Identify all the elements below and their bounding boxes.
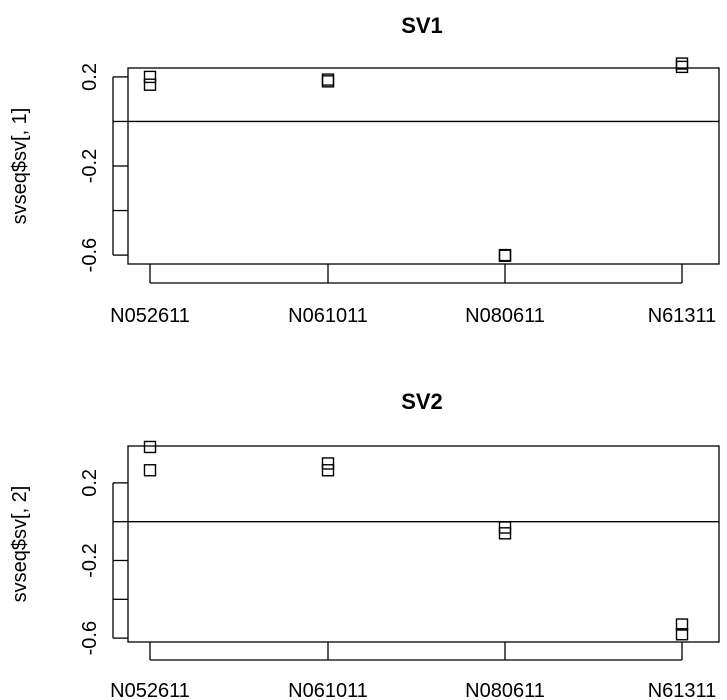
data-point bbox=[143, 70, 157, 84]
x-tick-label: N080611 bbox=[465, 305, 545, 327]
data-point bbox=[498, 249, 512, 262]
points bbox=[143, 57, 689, 262]
data-point bbox=[321, 457, 335, 470]
data-point bbox=[143, 440, 157, 454]
data-point bbox=[675, 618, 689, 631]
chart-title: SV2 bbox=[401, 389, 443, 414]
x-axis: N052611 N061011 N080611 N61311 bbox=[110, 642, 716, 700]
y-axis: -0.6 -0.2 0.2 bbox=[79, 63, 128, 272]
y-tick-label: -0.6 bbox=[79, 621, 101, 655]
y-tick-label: 0.2 bbox=[79, 469, 101, 497]
x-tick-label: N61311 bbox=[648, 305, 717, 327]
plot-frame bbox=[127, 445, 720, 643]
data-point bbox=[321, 464, 335, 477]
data-point bbox=[321, 75, 335, 88]
data-point bbox=[498, 248, 512, 262]
x-tick-label: N080611 bbox=[465, 680, 545, 700]
y-tick-label: 0.2 bbox=[79, 63, 101, 91]
points bbox=[143, 440, 689, 641]
panel-sv1: SV1 svseq$sv[, 1] -0.6 -0.2 0.2 N052611 N06… bbox=[9, 13, 720, 327]
x-tick-label: N061011 bbox=[288, 680, 368, 700]
y-axis-label: svseq$sv[, 2] bbox=[9, 486, 31, 603]
data-point bbox=[143, 464, 157, 477]
data-point bbox=[143, 78, 157, 91]
panel-sv2: SV2 svseq$sv[, 2] -0.6 -0.2 0.2 N052611 N06… bbox=[9, 389, 720, 700]
plot-frame bbox=[127, 67, 720, 265]
x-tick-label: N052611 bbox=[110, 680, 190, 700]
y-tick-label: -0.2 bbox=[79, 543, 101, 577]
data-point bbox=[675, 60, 689, 74]
x-tick-label: N052611 bbox=[110, 305, 190, 327]
y-axis: -0.6 -0.2 0.2 bbox=[79, 469, 128, 655]
x-axis: N052611 N061011 N080611 N61311 bbox=[110, 264, 716, 327]
y-tick-label: -0.2 bbox=[79, 149, 101, 183]
y-tick-label: -0.6 bbox=[79, 238, 101, 272]
data-point bbox=[498, 527, 512, 540]
y-axis-label: svseq$sv[, 1] bbox=[9, 108, 31, 225]
x-tick-label: N61311 bbox=[648, 680, 717, 700]
chart-title: SV1 bbox=[401, 13, 443, 38]
data-point bbox=[675, 628, 689, 641]
x-tick-label: N061011 bbox=[288, 305, 368, 327]
